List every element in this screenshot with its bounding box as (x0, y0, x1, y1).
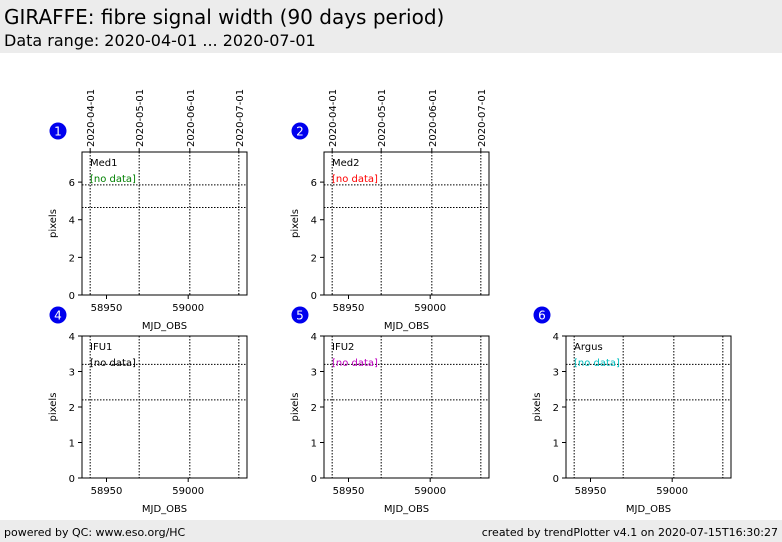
y-tick-label: 0 (69, 291, 75, 302)
plot-frame (81, 151, 248, 296)
x-tick-label: 59000 (172, 486, 204, 497)
x-axis-label: MJD_OBS (142, 504, 187, 515)
panel-status: [no data] (574, 358, 620, 369)
footer-created-by: created by trendPlotter v4.1 on 2020-07-… (481, 526, 778, 539)
panel-status: [no data] (332, 358, 378, 369)
panel-number-badge (49, 306, 67, 324)
chart-panel-2: 0 2 4 6 58950 59000 MJD_OBS pixels 2020-04-01 202… (290, 89, 490, 332)
x-tick-label: 59000 (414, 486, 446, 497)
top-date-label: 2020-04-01 (86, 89, 97, 147)
panel-label: Med2 (332, 158, 360, 169)
x-tick-label: 58950 (333, 486, 365, 497)
top-date-label: 2020-05-01 (377, 89, 388, 147)
y-tick-label: 2 (311, 403, 317, 414)
chart-panel-1: 0 2 4 6 58950 59000 MJD_OBS pixels 2020-04-01 202… (48, 89, 248, 332)
plot-frame (323, 151, 490, 296)
panel-number-badge (291, 306, 309, 324)
y-axis-label: pixels (532, 393, 543, 422)
report-header: GIRAFFE: fibre signal width (90 days per… (0, 0, 782, 53)
y-tick-label: 0 (69, 474, 75, 485)
y-tick-label: 0 (311, 474, 317, 485)
panel-number: 1 (54, 125, 62, 139)
top-date-label: 2020-05-01 (135, 89, 146, 147)
y-tick-label: 6 (69, 178, 75, 189)
x-axis-label: MJD_OBS (142, 321, 187, 332)
x-tick-label: 58950 (333, 303, 365, 314)
y-tick-label: 4 (553, 332, 559, 343)
y-tick-label: 2 (311, 253, 317, 264)
y-axis-label: pixels (48, 393, 59, 422)
top-date-label: 2020-07-01 (235, 89, 246, 147)
panel-number: 6 (538, 309, 546, 323)
panel-number-badge (49, 122, 67, 140)
y-tick-label: 0 (553, 474, 559, 485)
x-tick-label: 59000 (172, 303, 204, 314)
report-footer: powered by QC: www.eso.org/HC created by… (0, 520, 782, 542)
panel-number-badge (291, 122, 309, 140)
y-tick-label: 4 (311, 332, 317, 343)
panel-number: 2 (296, 125, 304, 139)
y-tick-label: 2 (69, 403, 75, 414)
x-tick-label: 58950 (575, 486, 607, 497)
y-tick-label: 4 (69, 216, 75, 227)
top-date-label: 2020-07-01 (477, 89, 488, 147)
panel-label: IFU1 (90, 342, 112, 353)
x-tick-label: 59000 (656, 486, 688, 497)
footer-powered-by: powered by QC: www.eso.org/HC (4, 526, 186, 539)
x-axis-label: MJD_OBS (384, 321, 429, 332)
panel-label: Argus (574, 342, 603, 353)
x-tick-label: 58950 (91, 303, 123, 314)
x-tick-label: 58950 (91, 486, 123, 497)
y-axis-label: pixels (290, 393, 301, 422)
top-date-label: 2020-06-01 (186, 89, 197, 147)
panel-status: [no data] (90, 358, 136, 369)
y-tick-label: 3 (553, 368, 559, 379)
top-date-label: 2020-06-01 (428, 89, 439, 147)
y-tick-label: 2 (69, 253, 75, 264)
panel-label: IFU2 (332, 342, 354, 353)
panel-status: [no data] (90, 174, 136, 185)
y-axis-label: pixels (290, 209, 301, 238)
y-tick-label: 4 (69, 332, 75, 343)
y-tick-label: 1 (69, 439, 75, 450)
y-tick-label: 0 (311, 291, 317, 302)
y-tick-label: 2 (553, 403, 559, 414)
top-date-label: 2020-04-01 (328, 89, 339, 147)
y-tick-label: 1 (553, 439, 559, 450)
y-tick-label: 4 (311, 216, 317, 227)
page-title: GIRAFFE: fibre signal width (90 days per… (4, 5, 445, 29)
y-tick-label: 3 (311, 368, 317, 379)
panel-label: Med1 (90, 158, 118, 169)
chart-panel-6: 0 1 2 3 4 58950 59000 MJD_OBS pixels 6 Argus [no da… (532, 306, 732, 515)
x-axis-label: MJD_OBS (384, 504, 429, 515)
panel-status: [no data] (332, 174, 378, 185)
y-tick-label: 6 (311, 178, 317, 189)
panel-number-badge (533, 306, 551, 324)
panel-number: 4 (54, 309, 62, 323)
panel-number: 5 (296, 309, 304, 323)
y-tick-label: 1 (311, 439, 317, 450)
y-tick-label: 3 (69, 368, 75, 379)
x-axis-label: MJD_OBS (626, 504, 671, 515)
y-axis-label: pixels (48, 209, 59, 238)
page-subtitle: Data range: 2020-04-01 ... 2020-07-01 (4, 31, 316, 50)
x-tick-label: 59000 (414, 303, 446, 314)
